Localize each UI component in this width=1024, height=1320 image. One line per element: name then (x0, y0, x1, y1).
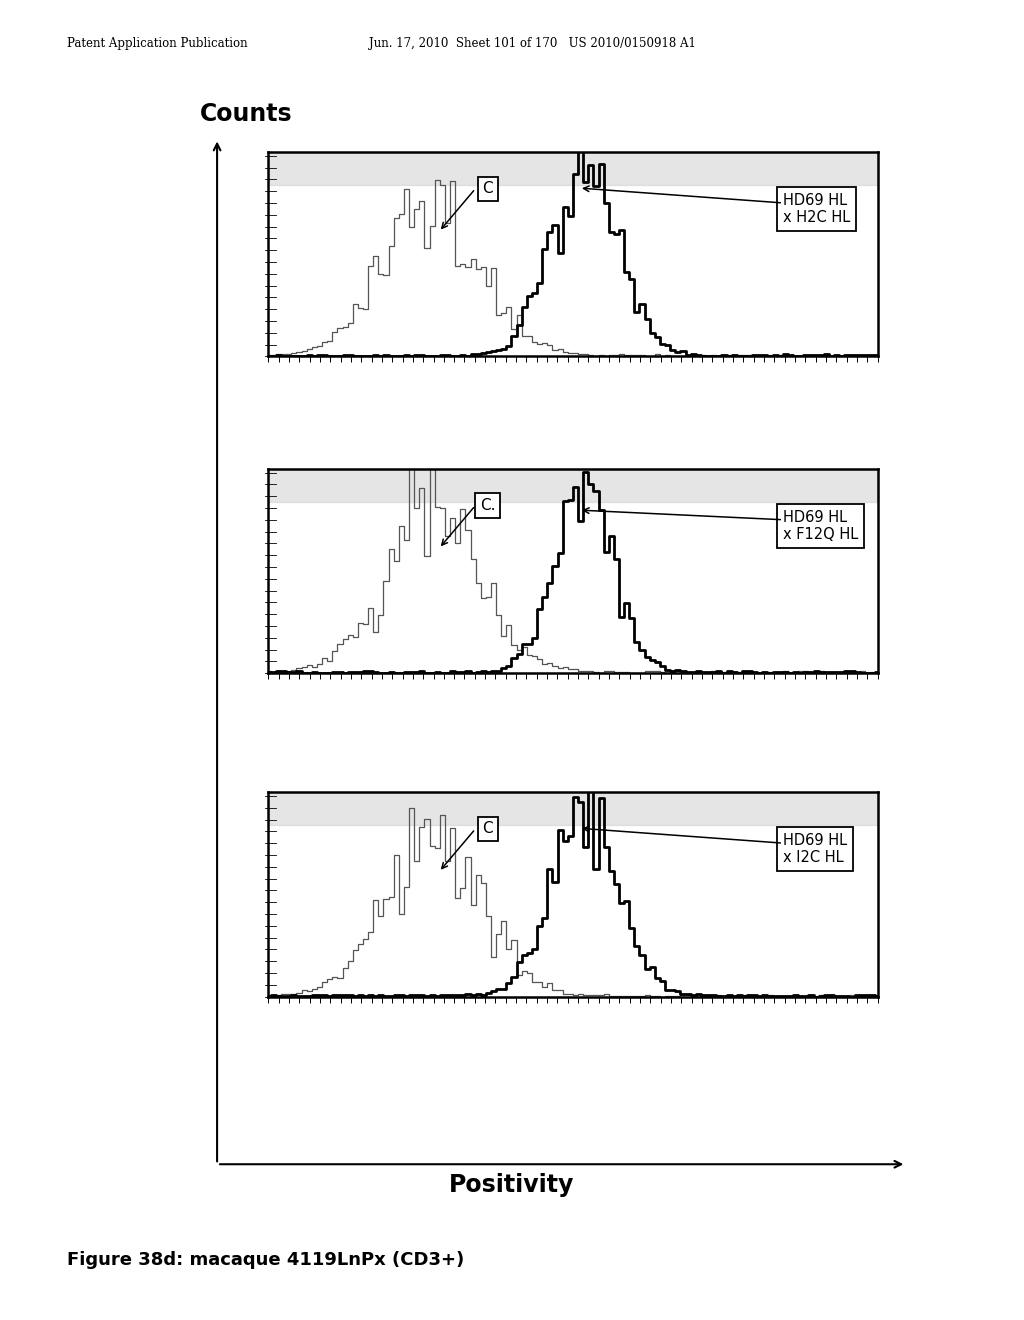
Bar (268, 152, 878, 185)
Text: Patent Application Publication: Patent Application Publication (67, 37, 247, 50)
Text: HD69 HL
x H2C HL: HD69 HL x H2C HL (783, 193, 850, 226)
Text: Figure 38d: macaque 4119LnPx (CD3+): Figure 38d: macaque 4119LnPx (CD3+) (67, 1251, 464, 1270)
Text: C: C (482, 181, 493, 197)
Text: C.: C. (480, 498, 496, 513)
Bar (268, 469, 878, 502)
Text: C: C (482, 821, 493, 837)
Text: Positivity: Positivity (450, 1173, 574, 1197)
Text: HD69 HL
x I2C HL: HD69 HL x I2C HL (783, 833, 847, 866)
Text: Jun. 17, 2010  Sheet 101 of 170   US 2010/0150918 A1: Jun. 17, 2010 Sheet 101 of 170 US 2010/0… (369, 37, 695, 50)
Text: Counts: Counts (200, 102, 292, 125)
Bar (268, 792, 878, 825)
Text: HD69 HL
x F12Q HL: HD69 HL x F12Q HL (783, 510, 858, 543)
